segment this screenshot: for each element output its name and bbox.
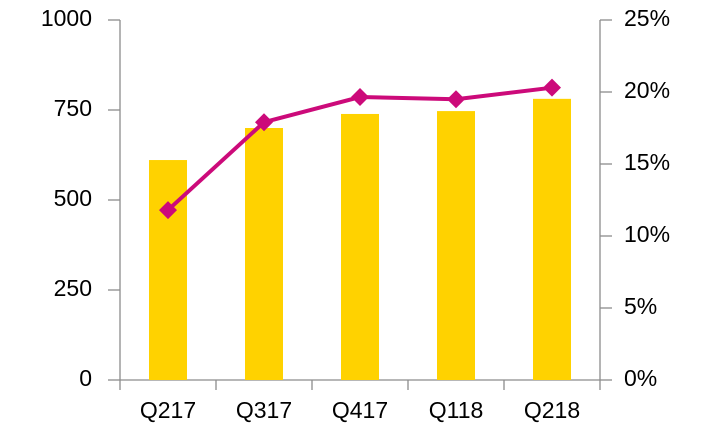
bar — [341, 113, 379, 381]
x-tick-label: Q217 — [140, 397, 196, 423]
line-marker — [447, 90, 465, 109]
x-tick-label: Q118 — [429, 397, 484, 423]
line-marker — [159, 201, 177, 220]
bar — [533, 98, 571, 380]
y-tick-label: 500 — [54, 185, 92, 211]
y2-tick-label: 5% — [624, 293, 657, 319]
line-marker — [255, 113, 273, 132]
y-tick-label: 250 — [54, 275, 92, 301]
bar — [245, 128, 283, 380]
y2-tick-label: 20% — [624, 77, 670, 103]
y2-tick-label: 15% — [624, 149, 670, 175]
y2-tick-label: 10% — [624, 221, 670, 247]
y-tick-label: 750 — [54, 95, 92, 121]
y-tick-label: 0 — [79, 365, 92, 391]
line-marker — [351, 88, 369, 107]
y-tick-label: 1000 — [41, 5, 92, 31]
bar — [437, 111, 475, 380]
line-marker — [543, 78, 561, 97]
x-tick-label: Q317 — [236, 397, 292, 423]
y2-tick-label: 0% — [624, 365, 657, 391]
x-tick-label: Q417 — [332, 397, 388, 423]
y2-tick-label: 25% — [624, 5, 670, 31]
x-tick-label: Q218 — [524, 397, 580, 423]
bar — [149, 160, 187, 380]
